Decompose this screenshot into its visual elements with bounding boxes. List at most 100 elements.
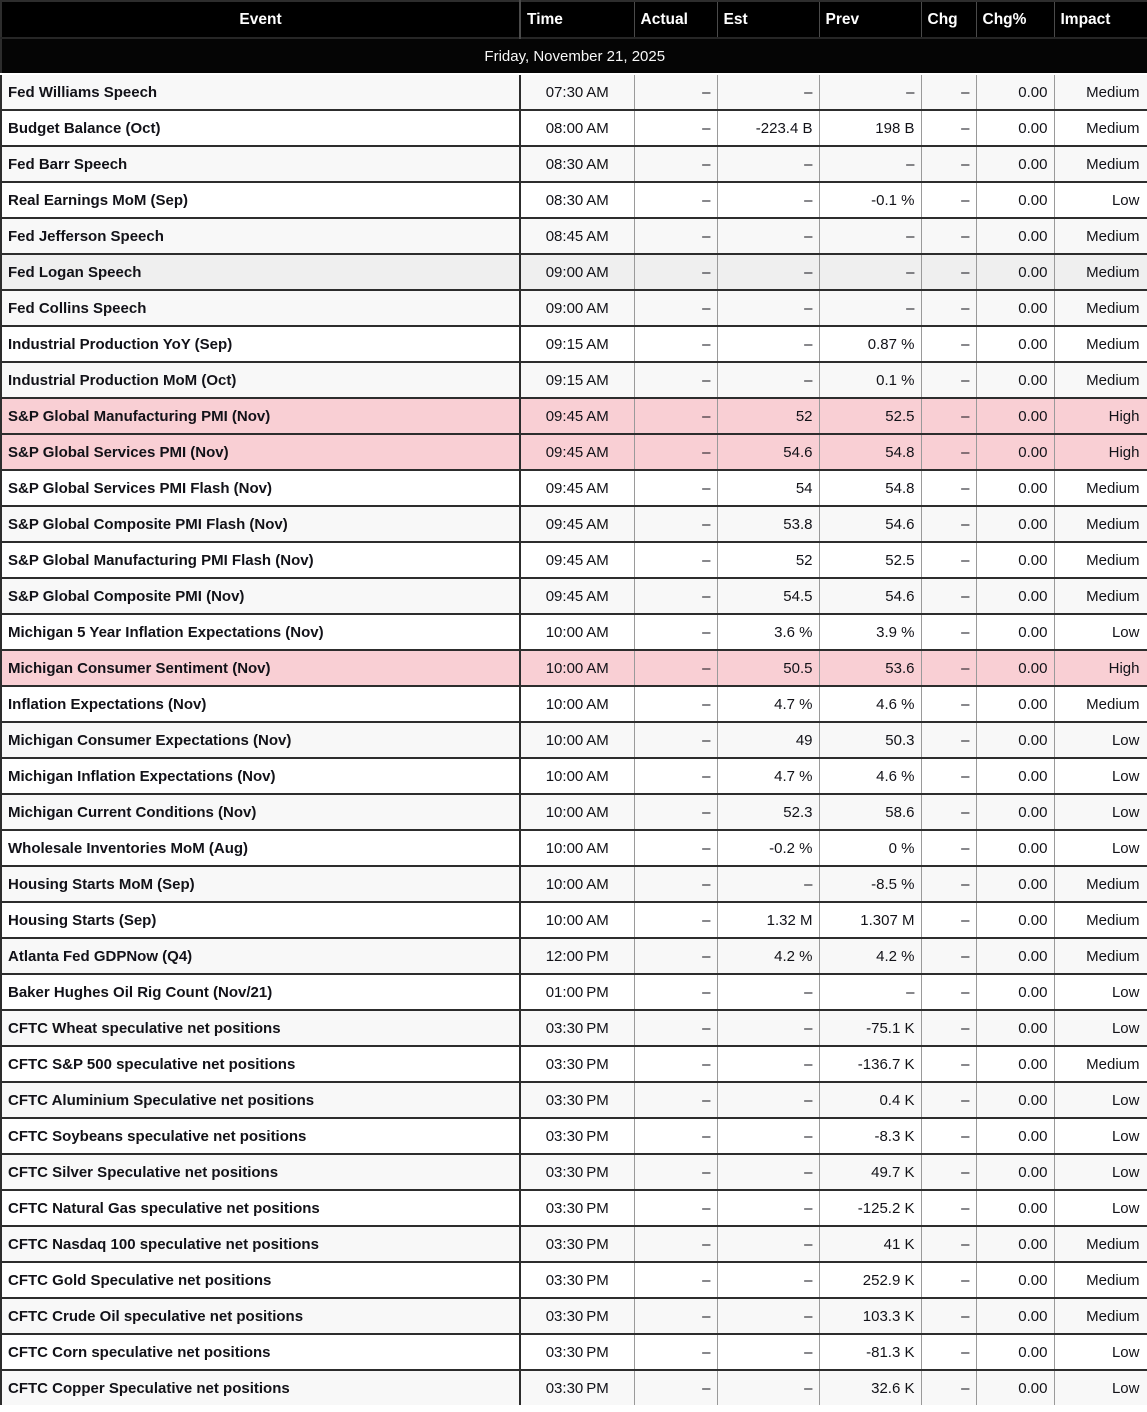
table-row[interactable]: Inflation Expectations (Nov) 10:00 AM –4.7… [1, 685, 1147, 722]
prev-cell: – [818, 973, 921, 1010]
table-row[interactable]: Wholesale Inventories MoM (Aug) 10:00 AM –… [1, 829, 1147, 866]
table-row[interactable]: Budget Balance (Oct) 08:00 AM – -223.4 B 198… [1, 109, 1147, 146]
est-cell: – [716, 1045, 819, 1082]
chgpct-cell: 0.00 [975, 145, 1054, 182]
table-row[interactable]: S&P Global Services PMI (Nov) 09:45 AM –54… [1, 433, 1147, 470]
actual-cell: – [633, 757, 717, 794]
table-row[interactable]: S&P Global Manufacturing PMI (Nov) 09:45 … [1, 397, 1147, 434]
event-cell: Industrial Production MoM (Oct) [1, 361, 520, 398]
table-row[interactable]: S&P Global Composite PMI (Nov) 09:45 AM –5… [1, 577, 1147, 614]
prev-cell: 4.6 % [818, 757, 921, 794]
est-cell: – [716, 1261, 819, 1298]
table-row[interactable]: Michigan Consumer Sentiment (Nov) 10:00 A… [1, 649, 1147, 686]
actual-cell: – [633, 1261, 717, 1298]
chg-cell: – [920, 973, 976, 1010]
table-row[interactable]: CFTC Silver Speculative net positions 03:… [1, 1153, 1147, 1190]
table-row[interactable]: Michigan 5 Year Inflation Expectations (… [1, 613, 1147, 650]
prev-cell: – [818, 217, 921, 254]
chg-cell: – [920, 577, 976, 614]
est-cell: – [716, 1297, 819, 1334]
table-row[interactable]: CFTC Wheat speculative net positions 03:3… [1, 1009, 1147, 1046]
prev-cell: 103.3 K [818, 1297, 921, 1334]
prev-cell: 1.307 M [818, 901, 921, 938]
est-cell: – [716, 145, 819, 182]
header-chgpct: Chg% [975, 1, 1054, 38]
chgpct-cell: 0.00 [975, 1009, 1054, 1046]
chgpct-cell: 0.00 [975, 1297, 1054, 1334]
table-row[interactable]: CFTC Copper Speculative net positions 03:… [1, 1369, 1147, 1405]
time-cell: 03:30 PM [519, 1297, 634, 1334]
impact-cell: Medium [1053, 325, 1147, 362]
table-row[interactable]: Fed Jefferson Speech 08:45 AM – – – –0.00 Medi… [1, 217, 1147, 254]
est-cell: – [716, 1153, 819, 1190]
actual-cell: – [633, 973, 717, 1010]
table-row[interactable]: S&P Global Composite PMI Flash (Nov) 09:4… [1, 505, 1147, 542]
table-row[interactable]: CFTC Soybeans speculative net positions 0… [1, 1117, 1147, 1154]
table-row[interactable]: Fed Barr Speech 08:30 AM – – – –0.00 Medium [1, 145, 1147, 182]
event-cell: CFTC Soybeans speculative net positions [1, 1117, 520, 1154]
table-row[interactable]: CFTC Natural Gas speculative net positio… [1, 1189, 1147, 1226]
chg-cell: – [920, 1189, 976, 1226]
date-banner-row: Friday, November 21, 2025 [1, 37, 1147, 75]
table-row[interactable]: Baker Hughes Oil Rig Count (Nov/21) 01:00… [1, 973, 1147, 1010]
impact-cell: Low [1053, 721, 1147, 758]
impact-cell: Medium [1053, 253, 1147, 290]
actual-cell: – [633, 361, 717, 398]
table-row[interactable]: Housing Starts MoM (Sep) 10:00 AM – – -8.5 %… [1, 865, 1147, 902]
impact-cell: Medium [1053, 865, 1147, 902]
prev-cell: -0.1 % [818, 181, 921, 218]
chgpct-cell: 0.00 [975, 397, 1054, 434]
prev-cell: 49.7 K [818, 1153, 921, 1190]
est-cell: – [716, 181, 819, 218]
table-row[interactable]: Atlanta Fed GDPNow (Q4) 12:00 PM –4.2 % 4.2… [1, 937, 1147, 974]
actual-cell: – [633, 1225, 717, 1262]
est-cell: – [716, 1225, 819, 1262]
chgpct-cell: 0.00 [975, 253, 1054, 290]
table-row[interactable]: Michigan Consumer Expectations (Nov) 10:0… [1, 721, 1147, 758]
table-row[interactable]: S&P Global Services PMI Flash (Nov) 09:45… [1, 469, 1147, 506]
est-cell: – [716, 217, 819, 254]
table-row[interactable]: Real Earnings MoM (Sep) 08:30 AM – – -0.1 % –… [1, 181, 1147, 218]
table-row[interactable]: Fed Williams Speech 07:30 AM – – – –0.00 Mediu… [1, 74, 1147, 110]
table-row[interactable]: S&P Global Manufacturing PMI Flash (Nov)… [1, 541, 1147, 578]
est-cell: 4.7 % [716, 685, 819, 722]
table-row[interactable]: CFTC Corn speculative net positions 03:30… [1, 1333, 1147, 1370]
actual-cell: – [633, 253, 717, 290]
impact-cell: Medium [1053, 901, 1147, 938]
impact-cell: Low [1053, 1117, 1147, 1154]
table-row[interactable]: Michigan Inflation Expectations (Nov) 10:… [1, 757, 1147, 794]
chgpct-cell: 0.00 [975, 1261, 1054, 1298]
prev-cell: 58.6 [818, 793, 921, 830]
time-cell: 09:45 AM [519, 469, 634, 506]
chg-cell: – [920, 613, 976, 650]
actual-cell: – [633, 145, 717, 182]
table-row[interactable]: Fed Collins Speech 09:00 AM – – – –0.00 Medium [1, 289, 1147, 326]
chg-cell: – [920, 74, 976, 110]
actual-cell: – [633, 505, 717, 542]
table-row[interactable]: CFTC Aluminium Speculative net positions… [1, 1081, 1147, 1118]
chgpct-cell: 0.00 [975, 217, 1054, 254]
table-row[interactable]: CFTC Gold Speculative net positions 03:30… [1, 1261, 1147, 1298]
table-row[interactable]: Industrial Production MoM (Oct) 09:15 AM –… [1, 361, 1147, 398]
event-cell: Fed Jefferson Speech [1, 217, 520, 254]
impact-cell: High [1053, 397, 1147, 434]
table-row[interactable]: Housing Starts (Sep) 10:00 AM –1.32 M 1.307… [1, 901, 1147, 938]
time-cell: 03:30 PM [519, 1261, 634, 1298]
table-row[interactable]: CFTC S&P 500 speculative net positions 03… [1, 1045, 1147, 1082]
table-row[interactable]: CFTC Nasdaq 100 speculative net position… [1, 1225, 1147, 1262]
event-cell: Housing Starts MoM (Sep) [1, 865, 520, 902]
time-cell: 09:15 AM [519, 325, 634, 362]
table-row[interactable]: Michigan Current Conditions (Nov) 10:00 A… [1, 793, 1147, 830]
actual-cell: – [633, 577, 717, 614]
header-chg: Chg [920, 1, 976, 38]
event-cell: Atlanta Fed GDPNow (Q4) [1, 937, 520, 974]
chgpct-cell: 0.00 [975, 901, 1054, 938]
chg-cell: – [920, 865, 976, 902]
event-cell: CFTC Silver Speculative net positions [1, 1153, 520, 1190]
chg-cell: – [920, 901, 976, 938]
table-row[interactable]: Industrial Production YoY (Sep) 09:15 AM –… [1, 325, 1147, 362]
table-row[interactable]: CFTC Crude Oil speculative net positions… [1, 1297, 1147, 1334]
chgpct-cell: 0.00 [975, 505, 1054, 542]
table-row[interactable]: Fed Logan Speech 09:00 AM – – – –0.00 Medium [1, 253, 1147, 290]
